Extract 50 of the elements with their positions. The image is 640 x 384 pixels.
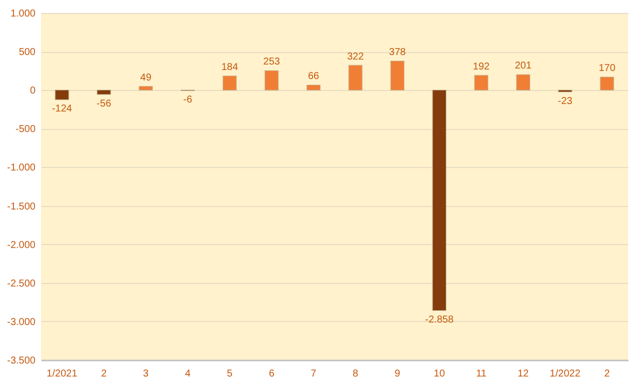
data-label: 253 bbox=[263, 56, 280, 68]
data-label: -6 bbox=[183, 94, 193, 106]
y-tick-label: -1.500 bbox=[7, 201, 36, 212]
y-tick-label: -2.000 bbox=[7, 240, 36, 251]
data-label: -23 bbox=[558, 96, 573, 107]
bar bbox=[516, 74, 530, 91]
x-tick-label: 7 bbox=[310, 368, 317, 380]
data-label: 66 bbox=[308, 71, 320, 82]
y-tick-label: 1.000 bbox=[10, 8, 36, 20]
data-label: 49 bbox=[140, 72, 152, 84]
data-label: 378 bbox=[389, 46, 406, 58]
x-tick-label: 2 bbox=[604, 368, 610, 380]
data-label: 201 bbox=[514, 60, 532, 72]
x-tick-label: 10 bbox=[434, 368, 446, 380]
bar bbox=[138, 86, 154, 91]
x-tick-label: 1/2021 bbox=[46, 368, 78, 380]
data-label: -56 bbox=[96, 98, 112, 110]
x-tick-label: 6 bbox=[268, 368, 275, 380]
y-tick-label: -3.000 bbox=[7, 316, 36, 328]
data-label: -124 bbox=[52, 104, 72, 115]
y-tick-label: 0 bbox=[30, 86, 36, 97]
bar bbox=[54, 90, 70, 100]
x-tick-label: 8 bbox=[352, 368, 359, 380]
bar bbox=[600, 76, 614, 91]
bar bbox=[348, 64, 363, 91]
bar bbox=[222, 75, 237, 91]
y-tick-label: -3.500 bbox=[7, 356, 36, 366]
y-tick-label: -500 bbox=[15, 124, 36, 136]
data-label: 322 bbox=[347, 51, 364, 62]
x-tick-label: 3 bbox=[143, 368, 150, 380]
y-tick-label: 500 bbox=[18, 47, 36, 58]
x-tick-label: 12 bbox=[518, 368, 530, 380]
x-tick-label: 4 bbox=[184, 368, 191, 380]
data-label: 184 bbox=[221, 62, 238, 73]
x-tick-label: 5 bbox=[226, 368, 233, 380]
bar bbox=[306, 84, 321, 91]
bar bbox=[390, 60, 405, 91]
x-tick-label: 11 bbox=[476, 368, 487, 380]
x-tick-label: 1/2022 bbox=[550, 368, 581, 380]
x-tick-label: 9 bbox=[394, 368, 401, 380]
bar bbox=[96, 90, 112, 95]
bar bbox=[474, 74, 488, 91]
bar bbox=[264, 70, 279, 91]
y-tick-label: -2.500 bbox=[7, 278, 36, 290]
y-tick-label: -1.000 bbox=[7, 162, 36, 174]
x-tick-label: 2 bbox=[101, 368, 108, 380]
bar bbox=[432, 90, 447, 311]
data-label: -2.858 bbox=[425, 314, 454, 326]
data-label: 170 bbox=[598, 63, 616, 74]
data-label: 192 bbox=[472, 61, 490, 72]
